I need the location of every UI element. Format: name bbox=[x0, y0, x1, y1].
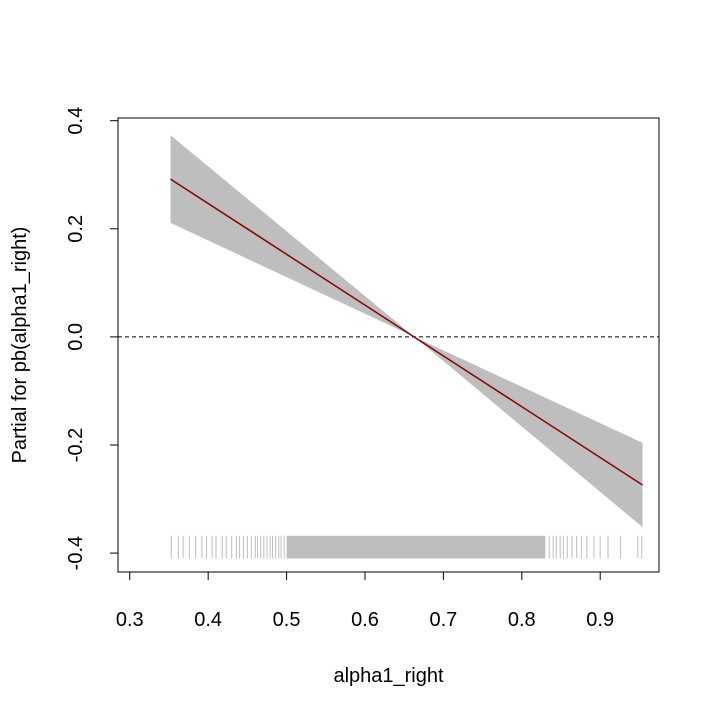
y-axis: -0.4 -0.2 0.0 0.2 0.4 bbox=[65, 107, 119, 570]
y-tick-label: 0.4 bbox=[65, 107, 87, 135]
x-tick-label: 0.4 bbox=[194, 609, 222, 631]
x-tick-label: 0.8 bbox=[508, 609, 536, 631]
rug-dense-block bbox=[286, 535, 546, 559]
x-tick-label: 0.3 bbox=[116, 609, 144, 631]
y-tick-label: -0.2 bbox=[65, 428, 87, 462]
x-axis-title: alpha1_right bbox=[333, 665, 444, 687]
x-tick-label: 0.7 bbox=[429, 609, 457, 631]
x-tick-label: 0.5 bbox=[273, 609, 301, 631]
y-tick-label: 0.0 bbox=[65, 323, 87, 351]
y-tick-label: -0.4 bbox=[65, 536, 87, 570]
y-axis-title: Partial for pb(alpha1_right) bbox=[9, 227, 31, 464]
x-tick-label: 0.9 bbox=[586, 609, 614, 631]
fit-line-layer bbox=[170, 178, 643, 486]
x-axis: 0.3 0.4 0.5 0.6 0.7 0.8 0.9 bbox=[116, 571, 614, 631]
y-tick-label: 0.2 bbox=[65, 215, 87, 243]
rug-layer bbox=[170, 535, 643, 559]
x-tick-label: 0.6 bbox=[351, 609, 379, 631]
fit-line bbox=[170, 178, 643, 486]
